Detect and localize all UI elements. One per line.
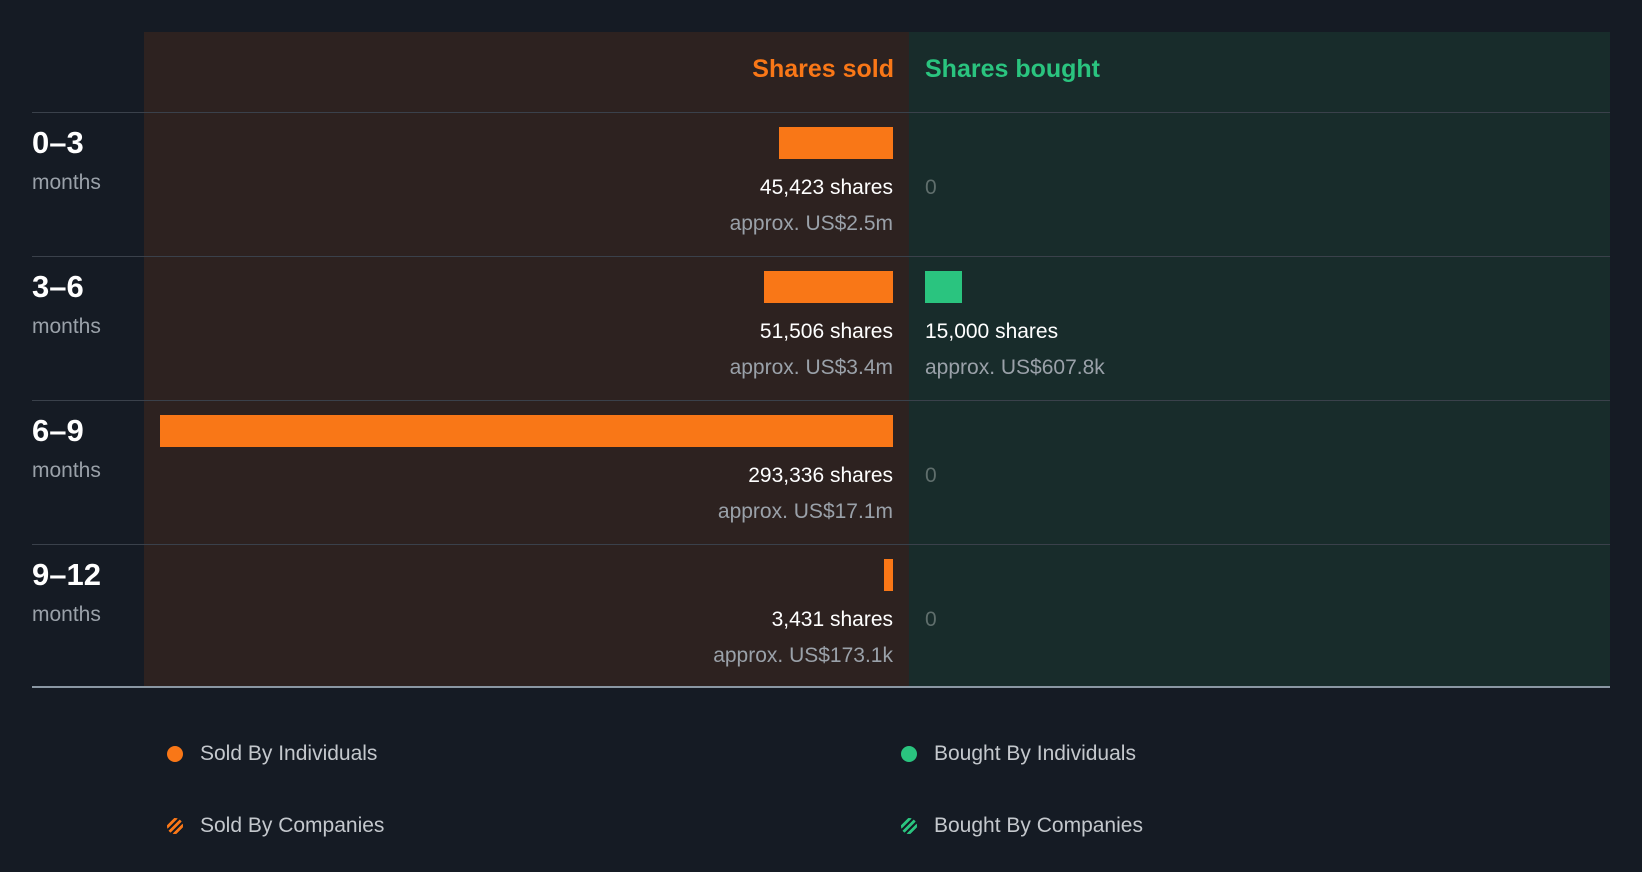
shares-sold-header: Shares sold bbox=[752, 55, 894, 83]
sold-shares-value: 45,423 shares bbox=[759, 176, 893, 199]
bought-shares-value: 0 bbox=[925, 176, 937, 199]
sold-approx-value: approx. US$3.4m bbox=[729, 356, 893, 379]
period-unit: months bbox=[32, 459, 101, 482]
sold-approx-value: approx. US$2.5m bbox=[729, 212, 893, 235]
bought-shares-value: 15,000 shares bbox=[925, 320, 1059, 343]
bought-approx-value: approx. US$607.8k bbox=[925, 356, 1105, 379]
row-divider bbox=[32, 256, 1610, 257]
orange-dot-icon bbox=[167, 746, 183, 762]
period-label: 0–3 bbox=[32, 125, 84, 160]
chart-baseline bbox=[32, 686, 1610, 688]
legend-label: Bought By Companies bbox=[934, 814, 1143, 837]
sold-bar[interactable] bbox=[160, 415, 893, 447]
period-unit: months bbox=[32, 315, 101, 338]
period-unit: months bbox=[32, 171, 101, 194]
period-label: 3–6 bbox=[32, 269, 84, 304]
period-label: 6–9 bbox=[32, 413, 84, 448]
sold-bar[interactable] bbox=[779, 127, 893, 159]
row-divider bbox=[32, 544, 1610, 545]
sold-bar[interactable] bbox=[884, 559, 893, 591]
legend-sold-companies[interactable]: Sold By Companies bbox=[167, 814, 384, 838]
chart-row: 3–6 months 51,506 shares approx. US$3.4m 15,… bbox=[0, 257, 1642, 401]
legend-bought-companies[interactable]: Bought By Companies bbox=[901, 814, 1143, 838]
sold-bar[interactable] bbox=[764, 271, 893, 303]
bought-bar[interactable] bbox=[925, 271, 962, 303]
chart-row: 0–3 months 45,423 shares approx. US$2.5m 0 bbox=[0, 113, 1642, 257]
bought-shares-value: 0 bbox=[925, 608, 937, 631]
legend-label: Sold By Companies bbox=[200, 814, 385, 837]
legend-label: Sold By Individuals bbox=[200, 742, 378, 765]
legend-label: Bought By Individuals bbox=[934, 742, 1136, 765]
period-unit: months bbox=[32, 603, 101, 626]
chart-row: 6–9 months 293,336 shares approx. US$17.1m 0 bbox=[0, 401, 1642, 545]
period-label: 9–12 bbox=[32, 557, 101, 592]
sold-shares-value: 51,506 shares bbox=[759, 320, 893, 343]
chart-row: 9–12 months 3,431 shares approx. US$173.1k 0 bbox=[0, 545, 1642, 689]
legend-sold-individuals[interactable]: Sold By Individuals bbox=[167, 742, 377, 766]
green-hatched-dot-icon bbox=[901, 818, 917, 834]
bought-panel bbox=[909, 32, 1610, 687]
sold-approx-value: approx. US$173.1k bbox=[713, 644, 893, 667]
row-divider bbox=[32, 112, 1610, 113]
bought-shares-value: 0 bbox=[925, 464, 937, 487]
sold-approx-value: approx. US$17.1m bbox=[717, 500, 893, 523]
row-divider bbox=[32, 400, 1610, 401]
green-dot-icon bbox=[901, 746, 917, 762]
sold-shares-value: 3,431 shares bbox=[771, 608, 893, 631]
shares-bought-header: Shares bought bbox=[925, 55, 1101, 83]
legend-bought-individuals[interactable]: Bought By Individuals bbox=[901, 742, 1136, 766]
sold-shares-value: 293,336 shares bbox=[748, 464, 893, 487]
orange-hatched-dot-icon bbox=[167, 818, 183, 834]
